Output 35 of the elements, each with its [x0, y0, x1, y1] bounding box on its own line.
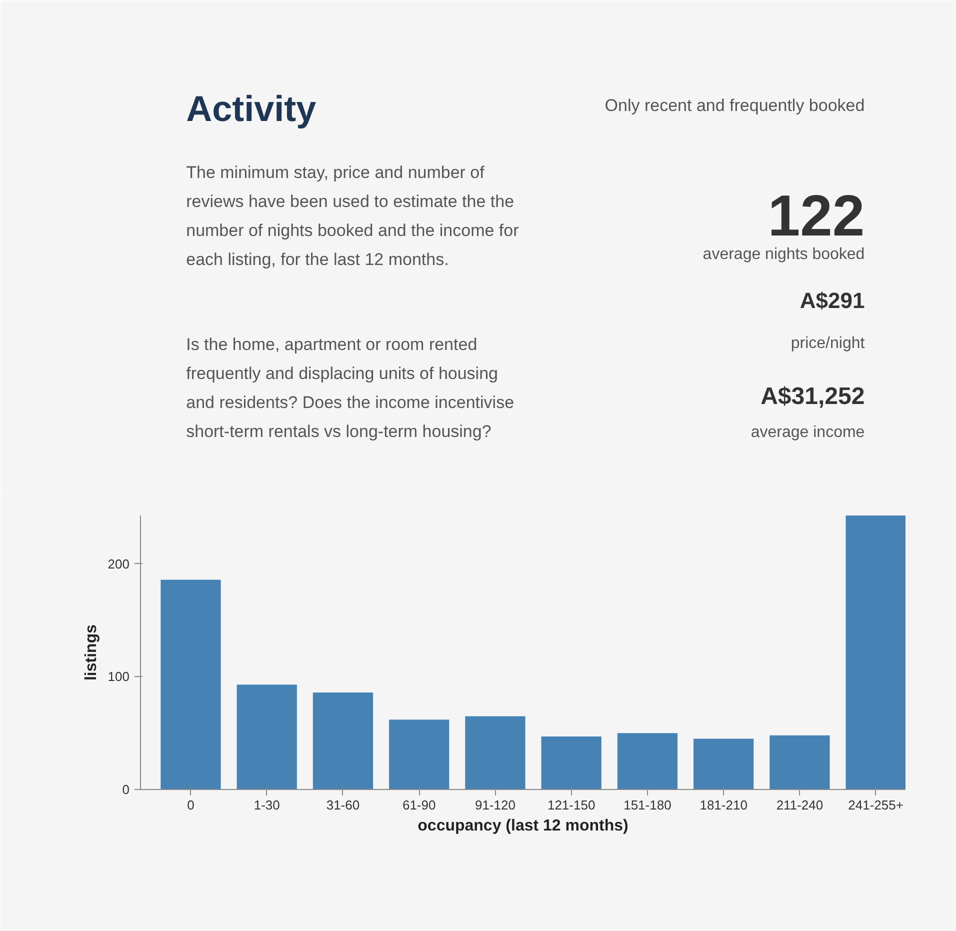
text: 122 [768, 184, 865, 248]
x-tick-label: 61-90 [402, 798, 436, 812]
text: price/night [790, 335, 866, 352]
x-axis-title: occupancy (last 12 months) [418, 818, 628, 834]
text: A$291 [800, 288, 865, 313]
text: Is the home, apartment or room rented frequently and displacing units of housing and residents? Does the income incentivise short-term rentals vs long-term housing? [186, 335, 514, 441]
x-tick-label: 151-180 [624, 798, 672, 812]
text: Only recent and frequently booked [604, 96, 865, 115]
x-tick-label: 1-30 [254, 798, 280, 812]
bar [389, 720, 450, 790]
bar [160, 580, 221, 790]
bar [846, 516, 906, 790]
text: The minimum stay, price and number of reviews have been used to estimate the the number of nights booked and the income for each listing, for the last 12 months. [186, 163, 520, 269]
y-tick-label: 100 [108, 669, 130, 684]
y-axis-title: listings [82, 624, 100, 681]
x-tick-label: 91-120 [474, 798, 516, 812]
bar [694, 738, 754, 790]
y-tick-label: 0 [122, 782, 130, 797]
x-tick-label: 0 [187, 798, 194, 812]
bar [312, 692, 374, 790]
x-tick-label: 211-240 [776, 798, 824, 812]
bar [465, 716, 526, 790]
text: A$31,252 [760, 383, 865, 410]
bar [770, 735, 830, 790]
bar [541, 736, 602, 790]
x-tick-label: 31-60 [326, 798, 360, 812]
x-tick-label: 241-255+ [848, 798, 904, 812]
bar [236, 684, 297, 790]
x-tick-label: 181-210 [700, 798, 748, 812]
bar [617, 733, 678, 790]
x-tick-label: 121-150 [547, 798, 596, 812]
text: average nights booked [702, 246, 865, 263]
text: average income [750, 424, 865, 441]
chart-title: Activity [186, 88, 316, 129]
y-tick-label: 200 [108, 556, 130, 572]
